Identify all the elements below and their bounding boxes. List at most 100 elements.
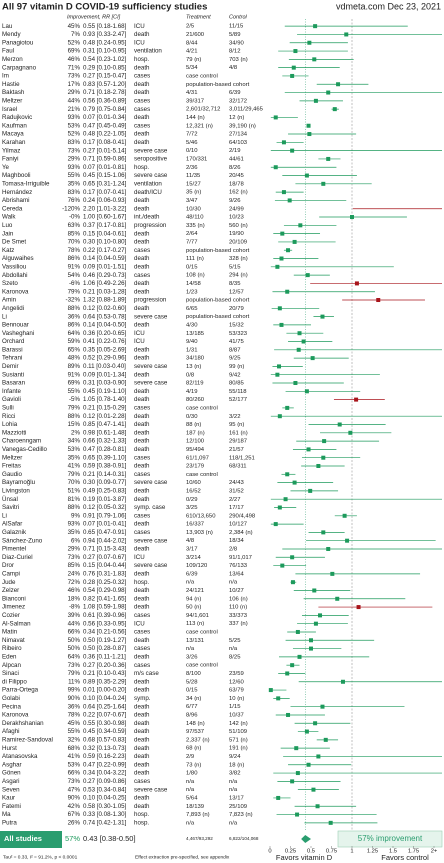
improvement: 85% <box>68 230 81 237</box>
study-name: Susianti <box>2 371 24 378</box>
treatment: 109/120 <box>186 563 208 569</box>
rr-ci: 0.56 [0.36-0.89] <box>83 97 127 104</box>
control: 7,823 (n) <box>229 812 253 818</box>
treatment: 88 (n) <box>186 422 201 428</box>
outcome: death <box>134 131 150 138</box>
improvement: 68% <box>68 745 81 752</box>
rr-ci: 0.24 [0.06-0.93] <box>83 197 127 204</box>
rr-ci: 0.53 [0.34-0.84] <box>83 786 127 793</box>
control: 24/43 <box>229 480 244 486</box>
rr-ci: 0.36 [0.11-1.21] <box>83 654 126 661</box>
treatment: 4/31 <box>186 90 197 96</box>
effect-marker <box>268 688 273 693</box>
study-name: Sulli <box>2 405 14 412</box>
summary-improvement: 57% <box>65 834 80 843</box>
outcome: seropositive <box>134 156 168 163</box>
study-name: Li <box>2 313 7 320</box>
note: Effect extraction pre-specified, see app… <box>135 854 230 860</box>
improvement: 46% <box>68 587 81 594</box>
control: 12/60 <box>229 679 244 685</box>
control: 53/323 <box>229 331 248 337</box>
treatment: 5/28 <box>186 679 198 685</box>
x-tick-label: 0.25 <box>285 849 296 855</box>
improvement: 69% <box>68 380 81 387</box>
rr-ci: 0.22 [0.07-0.67] <box>83 712 127 719</box>
treatment: 34/180 <box>186 356 205 362</box>
effect-marker <box>273 522 278 527</box>
effect-marker <box>296 347 301 352</box>
effect-marker <box>376 298 381 303</box>
effect-marker <box>326 90 331 95</box>
outcome: death <box>134 720 150 727</box>
effect-marker <box>308 488 313 493</box>
effect-marker <box>285 289 290 294</box>
study-name: AlSafar <box>2 521 22 528</box>
effect-marker <box>279 256 284 261</box>
effect-marker <box>309 646 313 651</box>
outcome: death <box>134 305 150 312</box>
improvement: 83% <box>68 139 81 146</box>
effect-marker <box>287 198 292 203</box>
improvement: 59% <box>68 338 81 345</box>
control: 3,011/29,465 <box>229 107 264 113</box>
rr-ci: 0.14 [0.04-0.59] <box>83 255 127 262</box>
summary-label: All studies <box>4 834 42 843</box>
outcome: death <box>134 197 150 204</box>
study-name: Hurst <box>2 745 17 752</box>
rr-ci: 0.74 [0.42-1.31] <box>83 819 127 826</box>
rr-ci: 1.05 [0.78-1.40] <box>83 396 127 403</box>
rr-ci: 0.14 [0.04-0.50] <box>83 322 127 329</box>
rr-ci: 0.47 [0.22-0.99] <box>83 761 127 768</box>
treatment: 8/100 <box>186 671 201 677</box>
improvement: 24% <box>68 571 81 578</box>
treatment: 2/9 <box>186 754 194 760</box>
effect-marker <box>275 372 280 377</box>
control: 64/103 <box>229 140 248 146</box>
treatment: 610/13,650 <box>186 513 216 519</box>
improvement: 53% <box>68 446 81 453</box>
outcome: death <box>134 346 150 353</box>
improvement: 88% <box>68 413 81 420</box>
outcome: cases <box>134 106 150 113</box>
rr-ci: 0.59 [0.38-0.91] <box>83 463 127 470</box>
effect-marker <box>313 621 318 626</box>
rr-ci: 0.94 [0.44-2.02] <box>83 537 127 544</box>
title: All 97 vitamin D COVID-19 sufficiency st… <box>2 2 207 13</box>
rr-ci: 0.91 [0.79-1.06] <box>83 512 127 519</box>
effect-marker <box>306 123 311 128</box>
outcome: death <box>134 396 150 403</box>
improvement: 64% <box>68 654 81 661</box>
effect-marker <box>277 364 282 369</box>
effect-marker <box>275 264 280 269</box>
effect-marker <box>280 231 285 236</box>
outcome: death <box>134 737 150 744</box>
improvement: 64% <box>68 330 81 337</box>
study-name: Tehrani <box>2 355 22 362</box>
effect-marker <box>295 629 300 634</box>
study-name: Radujkovic <box>2 114 32 121</box>
control: 2,384 (n) <box>229 530 253 536</box>
study-name: Faniyi <box>2 156 19 163</box>
improvement: -8% <box>69 604 81 611</box>
study-name: Freitas <box>2 463 21 470</box>
improvement: 99% <box>68 687 81 694</box>
summary-label-box <box>0 831 62 848</box>
effect-marker <box>307 132 312 137</box>
outcome: death <box>134 496 150 503</box>
improvement: 29% <box>68 156 81 163</box>
effect-marker <box>321 455 326 460</box>
treatment: 2/36 <box>186 165 198 171</box>
rr-ci: 0.31 [0.10-0.95] <box>83 48 127 55</box>
study-name: Lau <box>2 23 13 30</box>
control: 18 (n) <box>229 762 244 768</box>
rr-ci: 0.98 [0.61-1.48] <box>83 429 127 436</box>
study-name: Jude <box>2 579 16 586</box>
study-name: De Smet <box>2 239 26 246</box>
summary-control: 6,822/104,068 <box>229 836 259 841</box>
outcome: cases <box>134 645 150 652</box>
outcome: death/ICU <box>134 189 162 196</box>
rr-ci: 0.15 [0.04-0.61] <box>83 230 127 237</box>
control: 4/8 <box>229 65 238 71</box>
study-name: Seven <box>2 786 20 793</box>
study-name: Kaufman <box>2 122 27 129</box>
